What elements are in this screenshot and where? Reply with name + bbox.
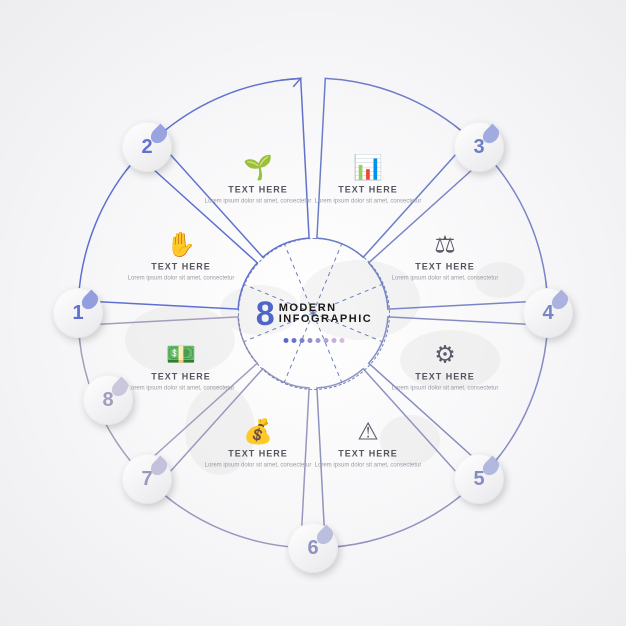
number-badge-8: 8 — [83, 375, 133, 425]
center-line2: INFOGRAPHIC — [279, 314, 373, 325]
segment-content-6: ⚠ TEXT HERE Lorem ipsum dolor sit amet, co… — [313, 420, 423, 469]
money-coins-icon: 💵 — [126, 343, 236, 367]
infographic-stage: 8 MODERN INFOGRAPHIC ✋TEXT HERELorem ips… — [0, 0, 626, 626]
dollar-hand-icon: ✋ — [126, 233, 236, 257]
segment-content-3: 📊 TEXT HERE Lorem ipsum dolor sit amet, co… — [313, 156, 423, 205]
growth-plant-icon: 🌱 — [203, 156, 313, 180]
segment-title-4: TEXT HERE — [390, 261, 500, 271]
number-badge-2: 2 — [122, 122, 172, 172]
segment-title-5: TEXT HERE — [390, 371, 500, 381]
segment-content-8: 💵 TEXT HERE Lorem ipsum dolor sit amet, co… — [126, 343, 236, 392]
segment-title-7: TEXT HERE — [203, 448, 313, 458]
bar-chart-icon: 📊 — [313, 156, 423, 180]
segment-body-2: Lorem ipsum dolor sit amet, consectetur — [203, 197, 313, 205]
segment-body-5: Lorem ipsum dolor sit amet, consectetur — [390, 384, 500, 392]
number-badge-3: 3 — [454, 122, 504, 172]
segment-title-6: TEXT HERE — [313, 448, 423, 458]
number-badge-5: 5 — [454, 454, 504, 504]
segment-body-3: Lorem ipsum dolor sit amet, consectetur — [313, 197, 423, 205]
segment-title-8: TEXT HERE — [126, 371, 236, 381]
segment-body-6: Lorem ipsum dolor sit amet, consectetur — [313, 461, 423, 469]
segment-body-4: Lorem ipsum dolor sit amet, consectetur — [390, 274, 500, 282]
arrowhead-2 — [280, 78, 300, 87]
number-badge-1: 1 — [53, 288, 103, 338]
center-number: 8 — [256, 297, 275, 331]
center-circle: 8 MODERN INFOGRAPHIC — [238, 238, 390, 390]
center-dots — [284, 338, 345, 343]
money-bag-chart-icon: 💰 — [203, 420, 313, 444]
segment-content-7: 💰 TEXT HERE Lorem ipsum dolor sit amet, co… — [203, 420, 313, 469]
segment-body-1: Lorem ipsum dolor sit amet, consectetur — [126, 274, 236, 282]
segment-body-7: Lorem ipsum dolor sit amet, consectetur — [203, 461, 313, 469]
warning-chart-icon: ⚠ — [313, 420, 423, 444]
process-gears-icon: ⚙ — [390, 343, 500, 367]
segment-title-1: TEXT HERE — [126, 261, 236, 271]
number-badge-7: 7 — [122, 454, 172, 504]
segment-content-1: ✋ TEXT HERE Lorem ipsum dolor sit amet, co… — [126, 233, 236, 282]
number-badge-6: 6 — [288, 523, 338, 573]
segment-title-3: TEXT HERE — [313, 184, 423, 194]
segment-content-5: ⚙ TEXT HERE Lorem ipsum dolor sit amet, co… — [390, 343, 500, 392]
segment-body-8: Lorem ipsum dolor sit amet, consectetur — [126, 384, 236, 392]
segment-content-2: 🌱 TEXT HERE Lorem ipsum dolor sit amet, co… — [203, 156, 313, 205]
center-label: 8 MODERN INFOGRAPHIC — [256, 297, 372, 331]
number-badge-4: 4 — [523, 288, 573, 338]
balance-icon: ⚖ — [390, 233, 500, 257]
segment-content-4: ⚖ TEXT HERE Lorem ipsum dolor sit amet, co… — [390, 233, 500, 282]
segment-title-2: TEXT HERE — [203, 184, 313, 194]
